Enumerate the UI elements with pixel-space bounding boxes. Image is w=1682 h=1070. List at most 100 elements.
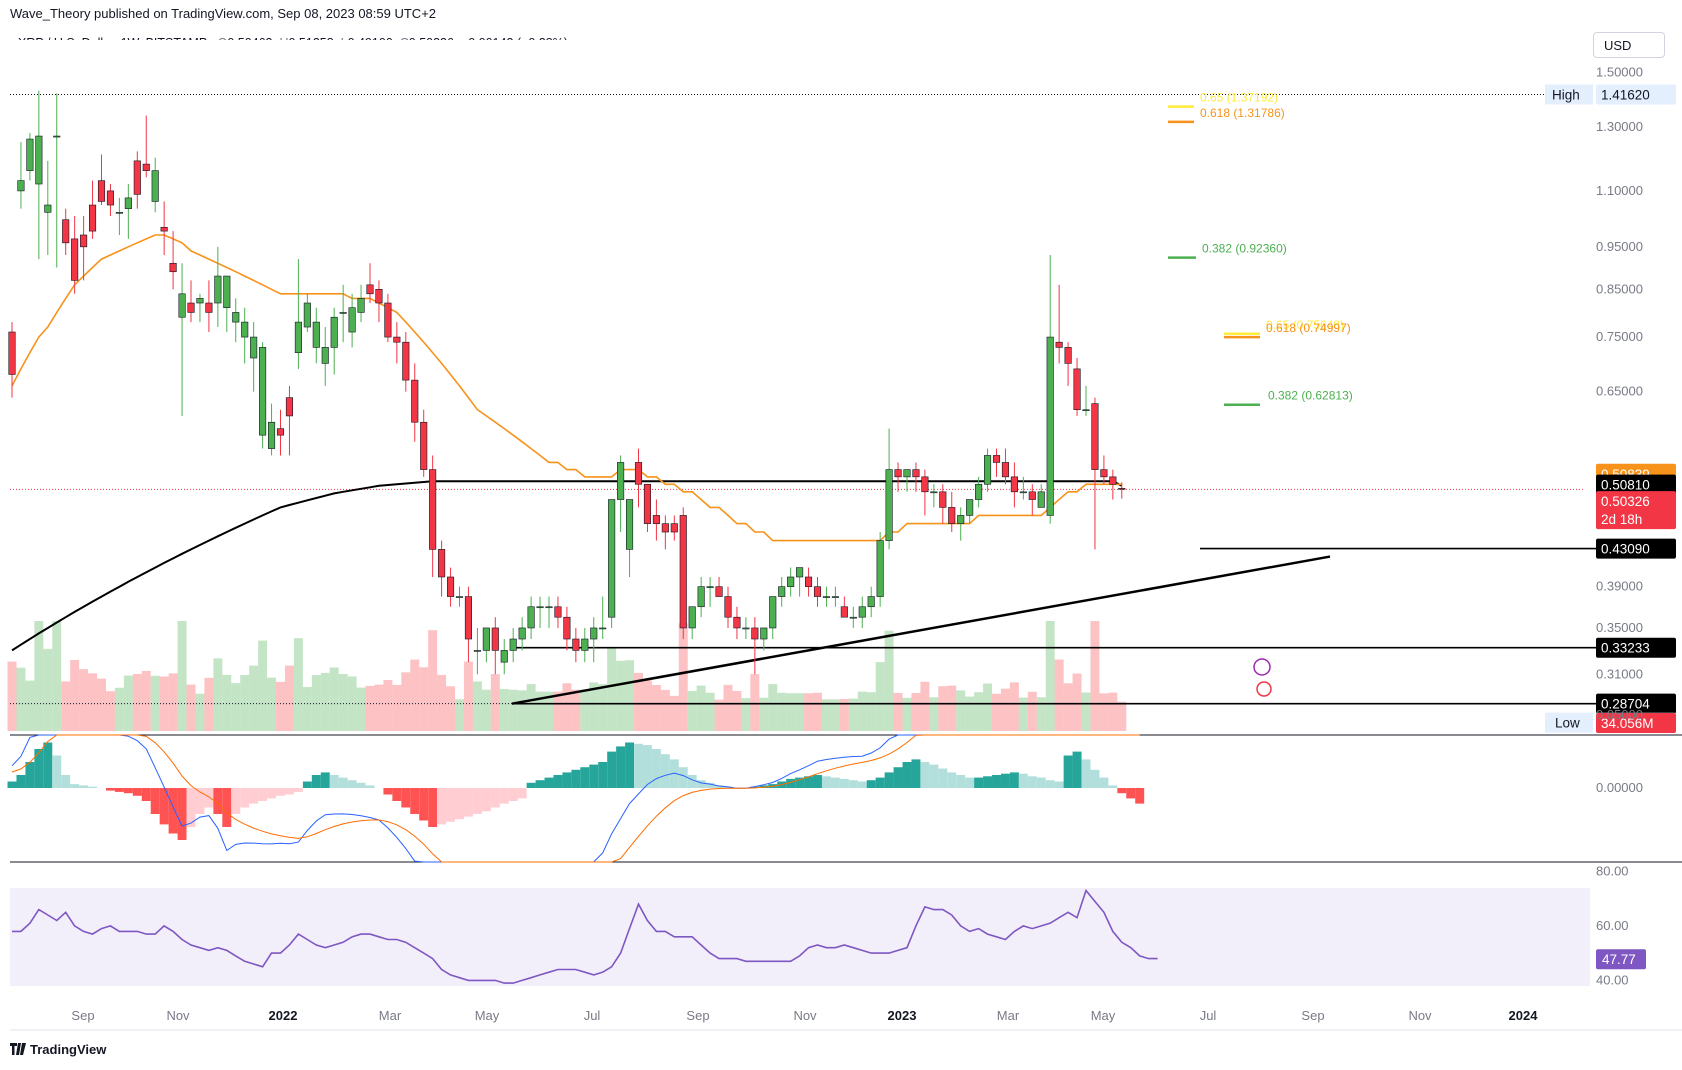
last-price-tag-bg	[1596, 491, 1676, 530]
macd-bar-109	[983, 776, 993, 788]
macd-bar-61	[553, 775, 563, 788]
high-label: High	[1552, 87, 1580, 102]
candle-95	[858, 596, 866, 628]
volume-bar-65	[589, 682, 599, 731]
volume-bar-66	[598, 684, 608, 731]
volume-bar-68	[616, 660, 626, 731]
candle-73	[661, 515, 669, 550]
candle-77	[697, 576, 705, 618]
candle-104	[939, 484, 947, 524]
candle-117	[1055, 284, 1063, 364]
candle-70	[634, 448, 643, 508]
volume-bar-21	[195, 693, 205, 731]
price-axis-tick-0: 1.50000	[1596, 65, 1643, 80]
candle-4	[44, 160, 52, 255]
candle-84	[760, 627, 768, 651]
candle-92	[831, 586, 839, 607]
fib-label-2: 0.618 (0.74997)	[1266, 321, 1351, 335]
x-axis-label-14: 2024	[1509, 1008, 1539, 1023]
chart-canvas[interactable]: 1.50000 1.30000 1.10000 0.95000 0.85000 0.750…	[0, 0, 1682, 1040]
volume-bar-76	[687, 691, 697, 731]
macd-bar-46	[419, 788, 429, 821]
candle-112	[1010, 462, 1018, 508]
x-axis-label-5: Jul	[584, 1008, 601, 1023]
candle-96	[867, 586, 875, 618]
macd-bar-107	[965, 777, 975, 788]
volume-bar-88	[795, 693, 805, 731]
volume-bar-48	[437, 674, 447, 731]
candle-120	[1082, 385, 1090, 416]
x-axis-label-8: 2023	[888, 1008, 917, 1023]
volume-bar-29	[267, 677, 277, 731]
volume-bar-31	[284, 665, 294, 731]
volume-bar-0	[7, 661, 17, 731]
rising-trendline	[511, 555, 1331, 705]
volume-bar-112	[1009, 682, 1019, 731]
volume-bar-35	[320, 672, 330, 731]
macd-bar-1	[16, 775, 26, 788]
volume-bar-60	[544, 691, 554, 731]
ema-50-line	[11, 234, 1122, 542]
macd-bar-66	[598, 762, 608, 788]
macd-bar-96	[866, 780, 876, 788]
price-axis-tick-6: 0.65000	[1596, 384, 1643, 399]
candle-58	[527, 596, 535, 640]
rsi-axis-tick-0: 80.00	[1596, 863, 1629, 878]
price-axis-tick-1: 1.30000	[1596, 119, 1643, 134]
candle-5	[53, 93, 61, 268]
level-tag-3: 0.28704	[1601, 697, 1650, 712]
volume-bar-11	[105, 691, 115, 731]
candle-100	[903, 469, 911, 492]
candle-87	[787, 567, 795, 597]
macd-bar-119	[1072, 751, 1082, 788]
macd-bar-95	[857, 781, 867, 788]
volume-bar-26	[240, 675, 250, 731]
candle-65	[590, 617, 598, 663]
macd-bar-79	[714, 785, 724, 788]
macd-bar-44	[401, 788, 411, 808]
candle-124	[1118, 482, 1126, 499]
volume-bar-86	[777, 692, 787, 731]
volume-bar-85	[768, 684, 778, 731]
macd-bar-72	[651, 749, 661, 788]
macd-bar-121	[1090, 769, 1100, 788]
candle-1	[17, 142, 25, 209]
volume-bar-114	[1027, 691, 1037, 731]
volume-bar-105	[947, 685, 957, 731]
macd-bar-8	[79, 785, 89, 788]
candle-82	[742, 617, 750, 640]
macd-bar-125	[1126, 788, 1136, 799]
candle-90	[813, 576, 822, 607]
volume-bar-109	[983, 683, 993, 731]
candle-115	[1037, 484, 1045, 508]
volume-bar-119	[1072, 673, 1082, 731]
macd-bar-49	[446, 788, 456, 822]
volume-bar-117	[1054, 659, 1064, 731]
currency-selector[interactable]: USD	[1593, 32, 1665, 58]
candle-18	[169, 231, 177, 290]
candle-75	[679, 507, 687, 640]
level-tag-3-bg	[1596, 693, 1676, 714]
candle-80	[724, 586, 732, 628]
macd-bar-34	[311, 775, 321, 788]
volume-bar-54	[490, 674, 500, 731]
candle-6	[62, 208, 70, 255]
macd-bar-126	[1135, 788, 1145, 804]
macd-bar-116	[1045, 780, 1055, 788]
volume-bar-22	[204, 677, 214, 731]
macd-bar-67	[607, 751, 617, 788]
candle-12	[115, 197, 123, 235]
volume-bar-97	[875, 662, 885, 731]
volume-bar-57	[517, 690, 527, 731]
volume-bar-93	[839, 698, 849, 731]
x-axis-label-2: 2022	[269, 1008, 298, 1023]
candle-122	[1100, 455, 1108, 485]
volume-bar-98	[884, 630, 894, 731]
candle-29	[267, 403, 276, 456]
x-axis-label-1: Nov	[166, 1008, 190, 1023]
candle-109	[983, 448, 992, 492]
volume-bar-101	[911, 692, 921, 731]
macd-bar-106	[956, 775, 966, 788]
macd-bar-105	[947, 772, 957, 788]
volume-bar-91	[821, 699, 831, 731]
